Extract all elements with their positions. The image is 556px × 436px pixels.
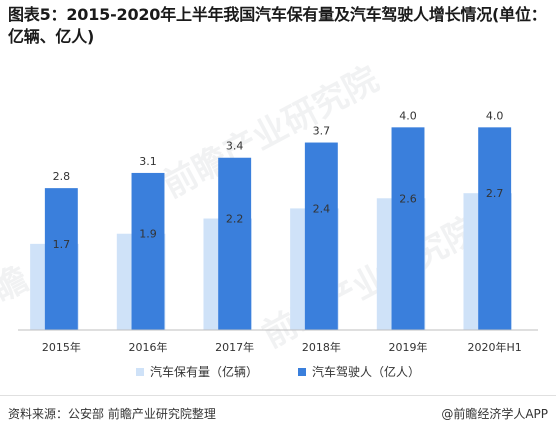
x-tick-label: 2020年H1	[468, 340, 522, 354]
source-note: 资料来源：公安部 前瞻产业研究院整理	[8, 407, 216, 421]
x-tick-label: 2016年	[129, 340, 168, 354]
data-label-drivers: 4.0	[486, 109, 504, 122]
brand-credit: @前瞻经济学人APP	[441, 407, 548, 421]
legend-swatch-drivers	[298, 367, 306, 376]
data-label-drivers: 2.8	[53, 170, 71, 183]
data-label-vehicles: 1.9	[139, 228, 157, 241]
bar-drivers	[44, 188, 78, 330]
data-label-vehicles: 2.4	[313, 202, 331, 215]
chart-title: 图表5：2015-2020年上半年我国汽车保有量及汽车驾驶人增长情况(单位：亿辆…	[8, 5, 547, 46]
x-tick-label: 2015年	[42, 340, 81, 354]
legend-swatch-vehicles	[135, 367, 144, 376]
footer-divider	[0, 395, 556, 396]
x-tick-label: 2019年	[389, 340, 428, 354]
data-label-drivers: 3.7	[313, 125, 331, 138]
legend-item-vehicles: 汽车保有量（亿辆）	[135, 363, 258, 380]
legend-item-drivers: 汽车驾驶人（亿人）	[298, 363, 420, 380]
legend-label-drivers: 汽车驾驶人（亿人）	[312, 365, 421, 379]
data-label-drivers: 3.1	[139, 155, 157, 168]
bar-drivers	[218, 157, 252, 330]
data-label-vehicles: 1.7	[53, 238, 71, 251]
legend-label-vehicles: 汽车保有量（亿辆）	[149, 365, 258, 379]
bar-drivers	[391, 127, 425, 330]
data-label-vehicles: 2.6	[399, 192, 417, 205]
bar-drivers	[478, 127, 512, 330]
chart-legend: 汽车保有量（亿辆） 汽车驾驶人（亿人）	[0, 363, 556, 380]
data-label-drivers: 3.4	[226, 140, 244, 153]
bars-layer	[30, 127, 512, 330]
x-tick-label: 2017年	[215, 340, 254, 354]
bar-drivers	[131, 172, 165, 330]
bar-drivers	[304, 142, 338, 330]
x-tick-label: 2018年	[302, 340, 341, 354]
data-label-drivers: 4.0	[399, 109, 417, 122]
labels-layer: 2.8 1.7 2015年 3.1 1.9 2016年 3.4 2.2 2017年 3.7 2.4 2…	[42, 109, 522, 354]
data-label-vehicles: 2.7	[486, 187, 504, 200]
footer: 资料来源：公安部 前瞻产业研究院整理 @前瞻经济学人APP	[8, 405, 548, 422]
data-label-vehicles: 2.2	[226, 213, 244, 226]
